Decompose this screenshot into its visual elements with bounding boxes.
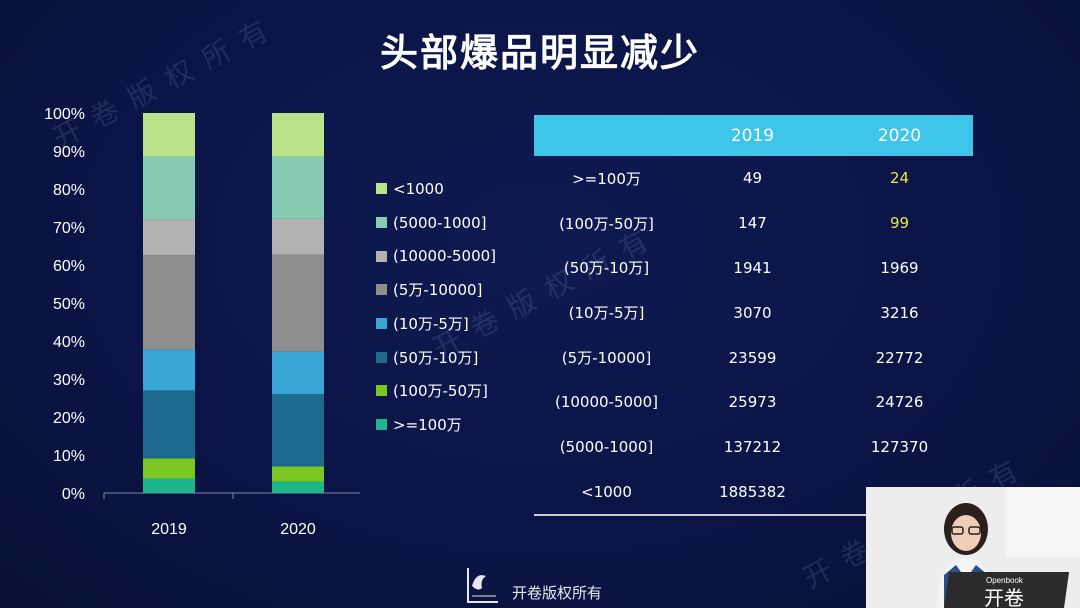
data-table: 2019 2020 >=100万 49 24 (100万-50万] 147 99 (50万-… (534, 115, 973, 517)
legend-item: (5万-10000] (376, 273, 496, 307)
y-tick-label: 80% (53, 182, 85, 199)
openbook-logo-icon (467, 568, 498, 603)
table-cell-2020: 127370 (870, 438, 929, 457)
table-header-row: 2019 2020 (534, 115, 973, 156)
bar-segment (143, 458, 195, 479)
x-tick-label: 2020 (280, 521, 316, 538)
table-cell-label: (50万-10万] (563, 259, 650, 278)
table-cell-2020: 24 (889, 169, 910, 188)
table-cell-2020: 22772 (875, 348, 924, 367)
bar-segment (143, 349, 195, 391)
bar-segment (272, 156, 324, 219)
table-cell-2019: 25973 (728, 393, 777, 412)
legend-item: (50万-10万] (376, 340, 496, 374)
bar-segment (272, 481, 324, 493)
table-cell-label: (100万-50万] (559, 214, 654, 233)
legend-swatch (376, 183, 387, 195)
legend-item: >=100万 (376, 408, 496, 442)
bar-segment (143, 113, 195, 157)
legend-swatch (376, 217, 387, 229)
bar-segment (143, 255, 195, 350)
table-row: (50万-10万] 1941 1969 (534, 246, 973, 291)
legend-item: (10000-5000] (376, 239, 496, 273)
table-row: >=100万 49 24 (534, 156, 973, 201)
legend-swatch (376, 351, 387, 363)
presenter-video: Openbook 开卷 (866, 487, 1080, 608)
bar-segment (272, 218, 324, 255)
bar-segment (272, 351, 324, 395)
y-tick-label: 40% (53, 334, 85, 351)
table-header-cell: 2020 (877, 125, 922, 146)
table-row: (5万-10000] 23599 22772 (534, 335, 973, 380)
legend-label: (50万-10万] (393, 348, 479, 367)
table-cell-2019: 3070 (733, 303, 772, 322)
bar-segment (272, 254, 324, 352)
legend-label: >=100万 (393, 416, 462, 435)
legend-label: (10万-5万] (393, 315, 469, 334)
table-cell-label: >=100万 (572, 169, 641, 188)
y-tick-label: 70% (53, 220, 85, 237)
y-tick-label: 0% (62, 486, 85, 503)
legend-label: (5000-1000] (393, 213, 487, 232)
legend-swatch (376, 250, 387, 262)
bar-segment (143, 219, 195, 256)
legend-item: <1000 (376, 172, 496, 206)
table-cell-2020: 99 (889, 214, 910, 233)
table-header-cell: 2019 (730, 125, 775, 146)
y-tick-label: 90% (53, 144, 85, 161)
legend-label: <1000 (393, 179, 444, 198)
table-cell-2019: 137212 (723, 438, 782, 457)
table-row: <1000 1885382 (534, 469, 973, 517)
webcam-overlay: Openbook 开卷 (866, 487, 1080, 608)
chart-legend: <1000 (5000-1000] (10000-5000] (5万-10000] (1… (376, 172, 496, 442)
legend-label: (100万-50万] (393, 382, 488, 401)
table-cell-2020: 1969 (880, 258, 919, 277)
table-cell-2019: 49 (742, 169, 763, 188)
table-cell-label: (10000-5000] (554, 393, 658, 412)
table-cell-label: (5000-1000] (559, 438, 654, 457)
table-header-cell (534, 115, 679, 156)
table-cell-2019: 23599 (728, 348, 777, 367)
table-cell-2019: 1885382 (679, 469, 826, 517)
table-cell-2019: 147 (738, 214, 767, 233)
legend-swatch (376, 385, 387, 397)
table-row: (10万-5万] 3070 3216 (534, 290, 973, 335)
legend-label: (10000-5000] (393, 247, 497, 266)
bar-segment (272, 466, 324, 482)
legend-item: (10万-5万] (376, 307, 496, 341)
table-cell-2019: 1941 (733, 258, 772, 277)
legend-swatch (376, 419, 387, 431)
table-cell-label: (5万-10000] (561, 349, 652, 368)
table-row: (5000-1000] 137212 127370 (534, 425, 973, 470)
legend-item: (5000-1000] (376, 206, 496, 240)
y-tick-label: 20% (53, 410, 85, 427)
legend-swatch (376, 284, 387, 296)
y-tick-label: 10% (53, 448, 85, 465)
bar-segment (272, 394, 324, 467)
y-tick-label: 50% (53, 296, 85, 313)
table-cell-2020: 24726 (875, 393, 924, 412)
bar-segment (143, 390, 195, 459)
legend-label: (5万-10000] (393, 281, 483, 300)
y-tick-label: 100% (44, 106, 85, 123)
table-row: (10000-5000] 25973 24726 (534, 380, 973, 425)
bar-segment (272, 113, 324, 157)
webcam-laptop-label: Openbook (986, 576, 1024, 585)
bar-segment (143, 156, 195, 220)
stacked-bar-chart: 0% 10% 20% 30% 40% 50% 60% 70% 80% 90% 100% 2019 202… (44, 106, 360, 538)
x-tick-label: 2019 (151, 521, 187, 538)
y-tick-label: 30% (53, 372, 85, 389)
slide-title: 头部爆品明显减少 (379, 31, 700, 75)
table-cell-label: <1000 (534, 469, 679, 517)
footer-logo-text: 开卷版权所有 (512, 584, 603, 602)
legend-swatch (376, 318, 387, 330)
table-row: (100万-50万] 147 99 (534, 201, 973, 246)
table-cell-label: (10万-5万] (568, 304, 645, 323)
y-tick-label: 60% (53, 258, 85, 275)
bar-segment (143, 478, 195, 493)
table-cell-2020: 3216 (880, 303, 919, 322)
webcam-sign-text: 开卷 (984, 586, 1024, 608)
legend-item: (100万-50万] (376, 374, 496, 408)
